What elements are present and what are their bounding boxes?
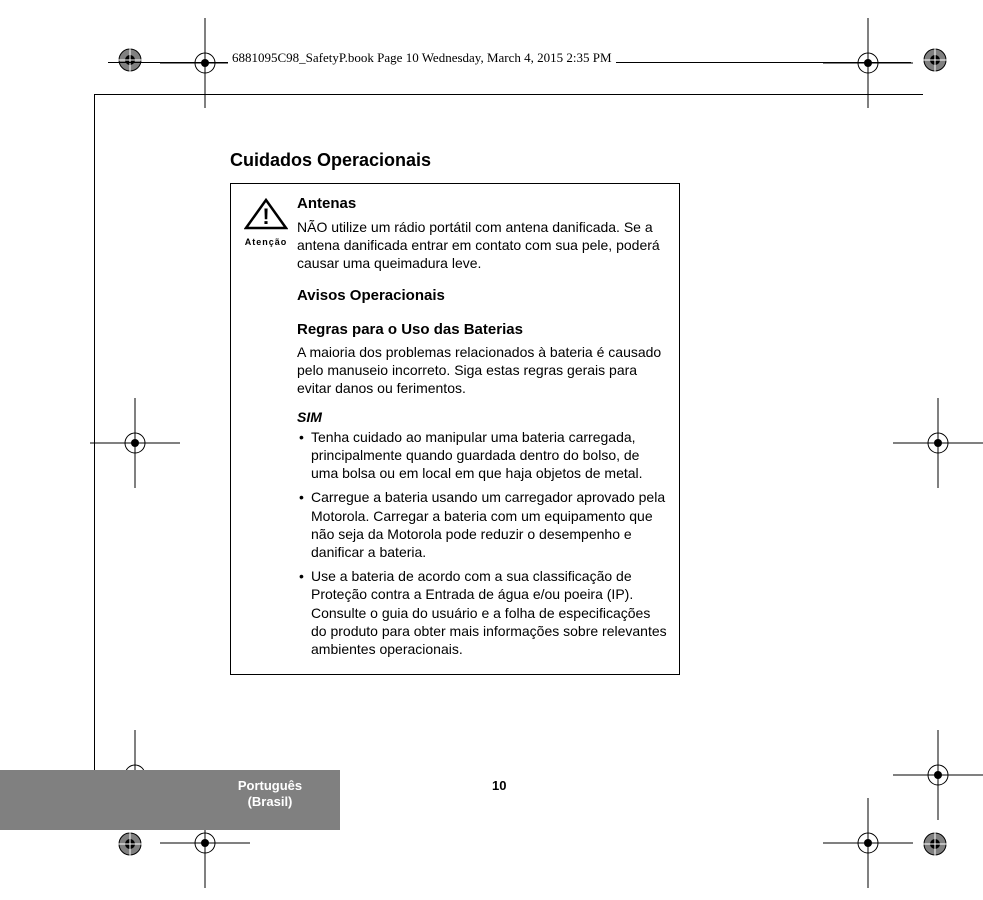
- avisos-heading: Avisos Operacionais: [297, 286, 669, 306]
- content-area: Cuidados Operacionais ! Atenção Antenas …: [230, 150, 680, 675]
- registration-mark-icon: [923, 832, 947, 856]
- registration-mark-icon: [118, 832, 142, 856]
- box-body: Antenas NÃO utilize um rádio portátil co…: [297, 194, 669, 664]
- caution-label: Atenção: [241, 237, 291, 247]
- antenas-text: NÃO utilize um rádio portátil com antena…: [297, 218, 669, 273]
- footer-lang-line2: (Brasil): [248, 794, 293, 809]
- regras-text: A maioria dos problemas relacionados à b…: [297, 343, 669, 398]
- footer-lang-line1: Português: [238, 778, 302, 793]
- caution-box: ! Atenção Antenas NÃO utilize um rádio p…: [230, 183, 680, 675]
- list-item: Tenha cuidado ao manipular uma bateria c…: [297, 428, 669, 483]
- bullet-list: Tenha cuidado ao manipular uma bateria c…: [297, 428, 669, 658]
- footer-language: Português (Brasil): [220, 778, 320, 809]
- crop-mark-icon: [90, 398, 180, 488]
- caution-icon: ! Atenção: [241, 198, 291, 247]
- regras-heading: Regras para o Uso das Baterias: [297, 320, 669, 340]
- header-text: 6881095C98_SafetyP.book Page 10 Wednesda…: [228, 50, 616, 66]
- trim-line-top: [94, 94, 923, 95]
- antenas-heading: Antenas: [297, 194, 669, 214]
- crop-mark-icon: [893, 398, 983, 488]
- page-number: 10: [492, 778, 506, 793]
- registration-mark-icon: [923, 48, 947, 72]
- sim-label: SIM: [297, 408, 669, 426]
- registration-mark-icon: [118, 48, 142, 72]
- crop-mark-icon: [823, 798, 913, 888]
- svg-text:!: !: [262, 204, 269, 229]
- list-item: Use a bateria de acordo com a sua classi…: [297, 567, 669, 658]
- page-title: Cuidados Operacionais: [230, 150, 680, 171]
- trim-line-left: [94, 94, 95, 830]
- page: 6881095C98_SafetyP.book Page 10 Wednesda…: [0, 0, 983, 900]
- list-item: Carregue a bateria usando um carregador …: [297, 488, 669, 561]
